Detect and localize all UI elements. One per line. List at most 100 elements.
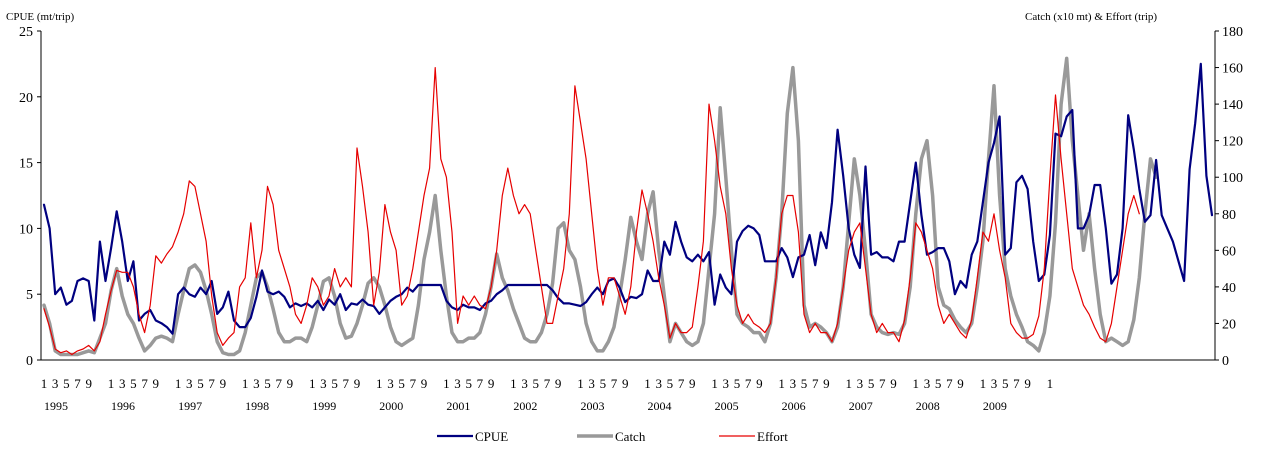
month-tick-label: 9 bbox=[488, 376, 495, 391]
month-tick-label: 1 bbox=[913, 376, 920, 391]
series-line-effort bbox=[43, 66, 1140, 356]
right-tick-label: 60 bbox=[1222, 244, 1236, 259]
month-tick-label: 7 bbox=[678, 376, 685, 391]
month-tick-label: 5 bbox=[801, 376, 808, 391]
year-label: 1998 bbox=[245, 399, 269, 413]
month-tick-label: 1 bbox=[980, 376, 987, 391]
year-label: 2005 bbox=[715, 399, 739, 413]
month-tick-label: 1 bbox=[845, 376, 852, 391]
month-tick-label: 1 bbox=[510, 376, 517, 391]
left-tick-label: 10 bbox=[19, 222, 33, 237]
year-label: 1996 bbox=[111, 399, 135, 413]
month-tick-label: 3 bbox=[52, 376, 59, 391]
month-tick-label: 9 bbox=[555, 376, 562, 391]
month-tick-label: 7 bbox=[141, 376, 148, 391]
right-tick-label: 180 bbox=[1222, 25, 1243, 40]
right-tick-label: 100 bbox=[1222, 171, 1243, 186]
month-tick-label: 9 bbox=[85, 376, 92, 391]
month-tick-label: 1 bbox=[644, 376, 651, 391]
month-tick-label: 9 bbox=[1024, 376, 1031, 391]
month-tick-label: 7 bbox=[477, 376, 484, 391]
year-label: 2002 bbox=[513, 399, 537, 413]
month-tick-label: 1 bbox=[711, 376, 718, 391]
month-tick-label: 1 bbox=[175, 376, 182, 391]
month-tick-label: 5 bbox=[197, 376, 204, 391]
right-tick-label: 20 bbox=[1222, 317, 1236, 332]
month-tick-label: 5 bbox=[1002, 376, 1009, 391]
month-tick-label: 9 bbox=[421, 376, 428, 391]
month-tick-label: 3 bbox=[320, 376, 327, 391]
month-tick-label: 5 bbox=[264, 376, 271, 391]
year-label: 2000 bbox=[379, 399, 403, 413]
right-tick-label: 0 bbox=[1222, 354, 1229, 369]
month-tick-label: 9 bbox=[354, 376, 361, 391]
legend-label-effort: Effort bbox=[757, 429, 788, 444]
month-tick-label: 1 bbox=[778, 376, 785, 391]
left-tick-label: 15 bbox=[19, 157, 33, 172]
month-tick-label: 5 bbox=[868, 376, 875, 391]
month-tick-label: 7 bbox=[611, 376, 618, 391]
month-tick-label: 7 bbox=[544, 376, 551, 391]
right-axis-title: Catch (x10 mt) & Effort (trip) bbox=[1025, 11, 1157, 23]
year-label: 2009 bbox=[983, 399, 1007, 413]
month-tick-label: 1 bbox=[376, 376, 383, 391]
month-tick-label: 7 bbox=[879, 376, 886, 391]
month-tick-label: 9 bbox=[622, 376, 629, 391]
month-tick-label: 1 bbox=[108, 376, 115, 391]
month-tick-label: 7 bbox=[946, 376, 953, 391]
left-tick-label: 5 bbox=[26, 288, 33, 303]
month-tick-label: 3 bbox=[588, 376, 595, 391]
year-label: 2001 bbox=[446, 399, 470, 413]
month-tick-label: 9 bbox=[823, 376, 830, 391]
month-tick-label: 9 bbox=[689, 376, 696, 391]
month-tick-label: 9 bbox=[756, 376, 763, 391]
right-tick-label: 80 bbox=[1222, 208, 1236, 223]
month-tick-label: 7 bbox=[1013, 376, 1020, 391]
month-tick-label: 5 bbox=[63, 376, 70, 391]
month-tick-label: 7 bbox=[410, 376, 417, 391]
right-tick-label: 120 bbox=[1222, 135, 1243, 150]
year-label: 2007 bbox=[849, 399, 873, 413]
year-label: 1997 bbox=[178, 399, 202, 413]
month-tick-label: 1 bbox=[577, 376, 584, 391]
month-tick-label: 3 bbox=[387, 376, 394, 391]
month-tick-label: 5 bbox=[600, 376, 607, 391]
left-tick-label: 0 bbox=[26, 354, 33, 369]
month-tick-label: 3 bbox=[186, 376, 193, 391]
month-tick-label: 9 bbox=[153, 376, 160, 391]
month-tick-label: 9 bbox=[957, 376, 964, 391]
year-label: 2003 bbox=[580, 399, 604, 413]
year-label: 1999 bbox=[312, 399, 336, 413]
month-tick-label: 3 bbox=[655, 376, 662, 391]
year-label: 2006 bbox=[782, 399, 806, 413]
month-tick-label: 3 bbox=[991, 376, 998, 391]
legend-label-catch: Catch bbox=[615, 429, 646, 444]
month-tick-label: 3 bbox=[521, 376, 528, 391]
year-label: 2008 bbox=[916, 399, 940, 413]
month-tick-label: 9 bbox=[890, 376, 897, 391]
left-tick-label: 20 bbox=[19, 91, 33, 106]
right-tick-label: 40 bbox=[1222, 281, 1236, 296]
month-tick-label: 7 bbox=[812, 376, 819, 391]
month-tick-label: 7 bbox=[208, 376, 215, 391]
legend-label-cpue: CPUE bbox=[475, 429, 508, 444]
month-tick-label: 5 bbox=[130, 376, 137, 391]
month-tick-label: 1 bbox=[309, 376, 316, 391]
month-tick-label: 5 bbox=[465, 376, 472, 391]
month-tick-label: 9 bbox=[220, 376, 227, 391]
month-tick-label: 3 bbox=[454, 376, 461, 391]
month-tick-label: 5 bbox=[734, 376, 741, 391]
month-tick-label: 1 bbox=[242, 376, 249, 391]
month-tick-label: 5 bbox=[533, 376, 540, 391]
month-tick-label: 1 bbox=[41, 376, 48, 391]
month-tick-label: 5 bbox=[398, 376, 405, 391]
right-tick-label: 140 bbox=[1222, 98, 1243, 113]
month-tick-label: 3 bbox=[924, 376, 931, 391]
month-tick-label: 3 bbox=[857, 376, 864, 391]
series-line-catch bbox=[42, 56, 1158, 357]
month-tick-label: 7 bbox=[74, 376, 81, 391]
month-tick-label: 7 bbox=[275, 376, 282, 391]
month-tick-label: 3 bbox=[119, 376, 126, 391]
month-tick-label: 7 bbox=[745, 376, 752, 391]
